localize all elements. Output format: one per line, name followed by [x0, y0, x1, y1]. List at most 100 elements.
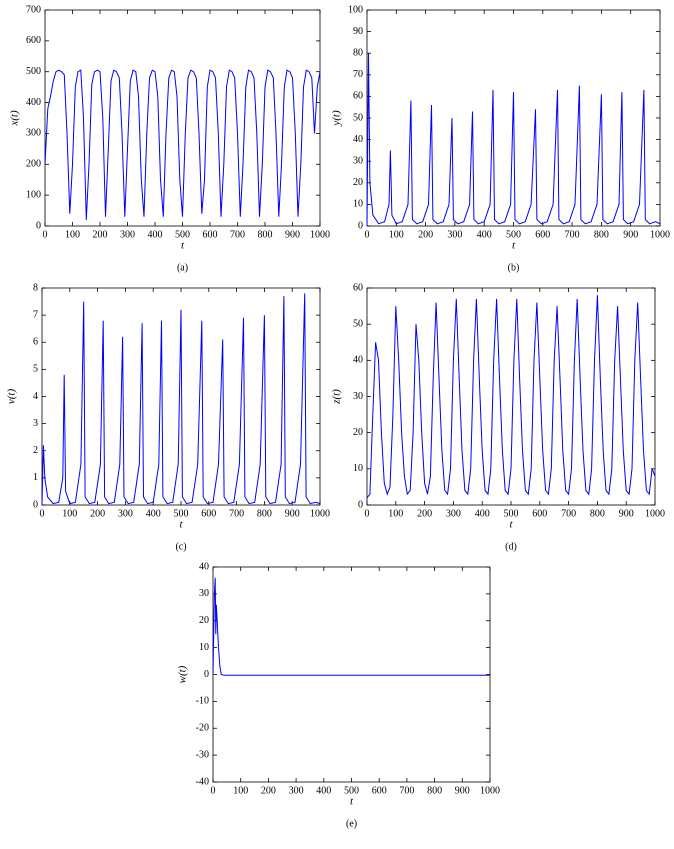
- x-tick-label: 900: [455, 785, 470, 796]
- y-tick-label: 70: [353, 69, 363, 80]
- y-tick-label: 0: [358, 220, 363, 231]
- x-tick-label: 700: [399, 785, 414, 796]
- data-line: [44, 69, 321, 220]
- x-axis-label: t: [350, 796, 354, 808]
- y-tick-label: 600: [26, 35, 41, 46]
- y-tick-label: 400: [26, 97, 41, 108]
- x-tick-label: 300: [120, 229, 135, 240]
- y-tick-label: 60: [353, 282, 363, 293]
- y-tick-label: 0: [358, 499, 363, 510]
- x-tick-label: 300: [118, 508, 133, 519]
- x-tick-label: 600: [535, 229, 550, 240]
- x-tick-label: 400: [146, 508, 161, 519]
- y-tick-label: 0: [204, 669, 209, 680]
- panel-caption: (b): [508, 262, 520, 273]
- x-tick-label: 100: [233, 785, 248, 796]
- y-tick-label: 200: [26, 159, 41, 170]
- y-tick-label: 60: [353, 91, 363, 102]
- y-tick-label: 90: [353, 26, 363, 37]
- x-tick-label: 600: [203, 229, 218, 240]
- data-line: [41, 293, 321, 506]
- x-tick-label: 200: [417, 508, 432, 519]
- y-tick-label: 4: [33, 391, 38, 402]
- y-axis-label: z(t): [331, 389, 343, 405]
- x-tick-label: 400: [148, 229, 163, 240]
- y-tick-label: 20: [353, 427, 363, 438]
- x-tick-label: 800: [258, 229, 273, 240]
- y-tick-label: 3: [33, 418, 38, 429]
- x-tick-label: 1000: [310, 508, 330, 519]
- x-tick-label: 600: [532, 508, 547, 519]
- x-tick-label: 500: [504, 508, 519, 519]
- y-tick-label: 1: [33, 472, 38, 483]
- y-tick-label: 20: [353, 177, 363, 188]
- y-tick-label: 40: [199, 561, 209, 572]
- x-tick-label: 500: [174, 508, 189, 519]
- y-tick-label: 50: [353, 318, 363, 329]
- x-tick-label: 900: [285, 508, 300, 519]
- x-tick-label: 300: [289, 785, 304, 796]
- x-tick-label: 1000: [650, 229, 670, 240]
- panel-caption: (c): [175, 541, 186, 552]
- x-tick-label: 200: [261, 785, 276, 796]
- y-tick-label: 10: [353, 199, 363, 210]
- x-tick-label: 900: [619, 508, 634, 519]
- x-tick-label: 500: [344, 785, 359, 796]
- x-axis-label: t: [181, 240, 185, 252]
- y-tick-label: 100: [26, 189, 41, 200]
- x-tick-label: 700: [561, 508, 576, 519]
- x-tick-label: 0: [40, 508, 45, 519]
- x-axis-label: t: [179, 519, 183, 531]
- data-line: [366, 295, 656, 499]
- x-tick-label: 800: [590, 508, 605, 519]
- x-tick-label: 900: [285, 229, 300, 240]
- y-tick-label: 30: [353, 155, 363, 166]
- y-tick-label: -10: [196, 696, 209, 707]
- y-tick-label: 500: [26, 66, 41, 77]
- x-tick-label: 700: [230, 229, 245, 240]
- x-tick-label: 1000: [480, 785, 500, 796]
- x-tick-label: 800: [594, 229, 609, 240]
- panel-caption: (e): [346, 818, 357, 829]
- x-tick-label: 400: [316, 785, 331, 796]
- data-line: [212, 577, 490, 676]
- x-tick-label: 1000: [645, 508, 665, 519]
- x-axis-label: t: [509, 519, 513, 531]
- y-tick-label: 6: [33, 337, 38, 348]
- x-tick-label: 300: [446, 508, 461, 519]
- x-tick-label: 100: [65, 229, 80, 240]
- panel-caption: (a): [177, 262, 188, 273]
- y-tick-label: -20: [196, 723, 209, 734]
- y-axis-label: x(t): [9, 110, 21, 127]
- y-tick-label: 7: [33, 309, 38, 320]
- x-tick-label: 500: [175, 229, 190, 240]
- x-tick-label: 900: [623, 229, 638, 240]
- x-tick-label: 400: [477, 229, 492, 240]
- y-tick-label: 50: [353, 112, 363, 123]
- x-tick-label: 100: [388, 508, 403, 519]
- x-tick-label: 0: [365, 229, 370, 240]
- y-tick-label: 40: [353, 134, 363, 145]
- x-tick-label: 0: [211, 785, 216, 796]
- x-tick-label: 500: [506, 229, 521, 240]
- y-tick-label: 300: [26, 128, 41, 139]
- y-axis-label: y(t): [331, 110, 343, 127]
- x-tick-label: 1000: [310, 229, 330, 240]
- x-tick-label: 600: [201, 508, 216, 519]
- x-tick-label: 200: [90, 508, 105, 519]
- x-tick-label: 300: [447, 229, 462, 240]
- panel-caption: (d): [505, 541, 517, 552]
- x-tick-label: 200: [418, 229, 433, 240]
- x-tick-label: 700: [565, 229, 580, 240]
- y-tick-label: 700: [26, 4, 41, 15]
- x-tick-label: 700: [229, 508, 244, 519]
- y-tick-label: 10: [353, 463, 363, 474]
- y-tick-label: 80: [353, 47, 363, 58]
- y-tick-label: 5: [33, 364, 38, 375]
- y-tick-label: 0: [36, 220, 41, 231]
- y-axis-label: w(t): [177, 665, 189, 683]
- y-tick-label: 8: [33, 282, 38, 293]
- plot-frame: [212, 566, 491, 783]
- y-tick-label: -30: [196, 749, 209, 760]
- y-axis-label: v(t): [6, 389, 18, 405]
